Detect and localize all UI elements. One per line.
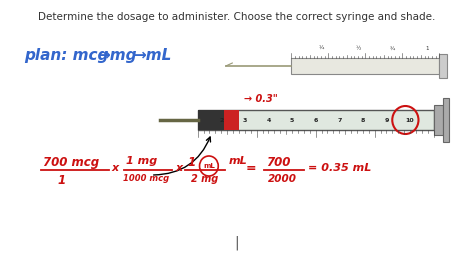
Text: x: x bbox=[112, 163, 119, 173]
Text: 1: 1 bbox=[187, 156, 195, 169]
Text: x: x bbox=[175, 163, 182, 173]
Text: 1: 1 bbox=[426, 46, 429, 51]
Text: 1000 mcg: 1000 mcg bbox=[123, 174, 169, 183]
FancyBboxPatch shape bbox=[224, 110, 239, 130]
Text: 9: 9 bbox=[384, 118, 389, 123]
Text: 700: 700 bbox=[266, 156, 291, 169]
Text: 700 mcg: 700 mcg bbox=[43, 156, 99, 169]
Text: = 0.35 mL: = 0.35 mL bbox=[308, 163, 372, 173]
Text: → 0.3": → 0.3" bbox=[245, 94, 278, 104]
Text: →mL: →mL bbox=[133, 48, 172, 63]
Text: mL: mL bbox=[228, 156, 247, 166]
FancyBboxPatch shape bbox=[198, 110, 434, 130]
Text: ¼: ¼ bbox=[318, 46, 324, 51]
FancyBboxPatch shape bbox=[292, 58, 439, 74]
Text: 5: 5 bbox=[290, 118, 294, 123]
Text: Determine the dosage to administer. Choose the correct syringe and shade.: Determine the dosage to administer. Choo… bbox=[38, 12, 436, 22]
Text: ½: ½ bbox=[355, 46, 361, 51]
FancyArrowPatch shape bbox=[154, 137, 210, 175]
Text: =: = bbox=[246, 161, 256, 174]
Text: ¾: ¾ bbox=[389, 46, 394, 51]
Text: |: | bbox=[235, 235, 239, 250]
Text: 7: 7 bbox=[337, 118, 341, 123]
Text: plan: mcg: plan: mcg bbox=[24, 48, 109, 63]
Text: 2: 2 bbox=[219, 118, 223, 123]
Text: 4: 4 bbox=[266, 118, 271, 123]
Text: 1: 1 bbox=[58, 174, 66, 187]
Text: 1 mg: 1 mg bbox=[126, 156, 157, 166]
Text: 6: 6 bbox=[313, 118, 318, 123]
Text: 2000: 2000 bbox=[267, 174, 296, 184]
Text: 3: 3 bbox=[243, 118, 247, 123]
FancyBboxPatch shape bbox=[443, 98, 449, 142]
Text: 10: 10 bbox=[406, 118, 414, 123]
Text: 2 mg: 2 mg bbox=[191, 174, 218, 184]
FancyBboxPatch shape bbox=[439, 54, 447, 78]
Text: →mg: →mg bbox=[98, 48, 137, 63]
Text: mL: mL bbox=[203, 163, 215, 169]
Text: 8: 8 bbox=[361, 118, 365, 123]
FancyBboxPatch shape bbox=[198, 110, 224, 130]
FancyBboxPatch shape bbox=[434, 105, 443, 135]
